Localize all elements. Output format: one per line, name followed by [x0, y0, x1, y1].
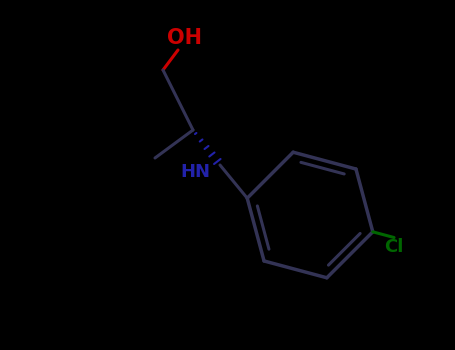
Text: HN: HN — [180, 163, 210, 181]
Text: OH: OH — [167, 28, 202, 48]
Text: Cl: Cl — [384, 238, 404, 255]
